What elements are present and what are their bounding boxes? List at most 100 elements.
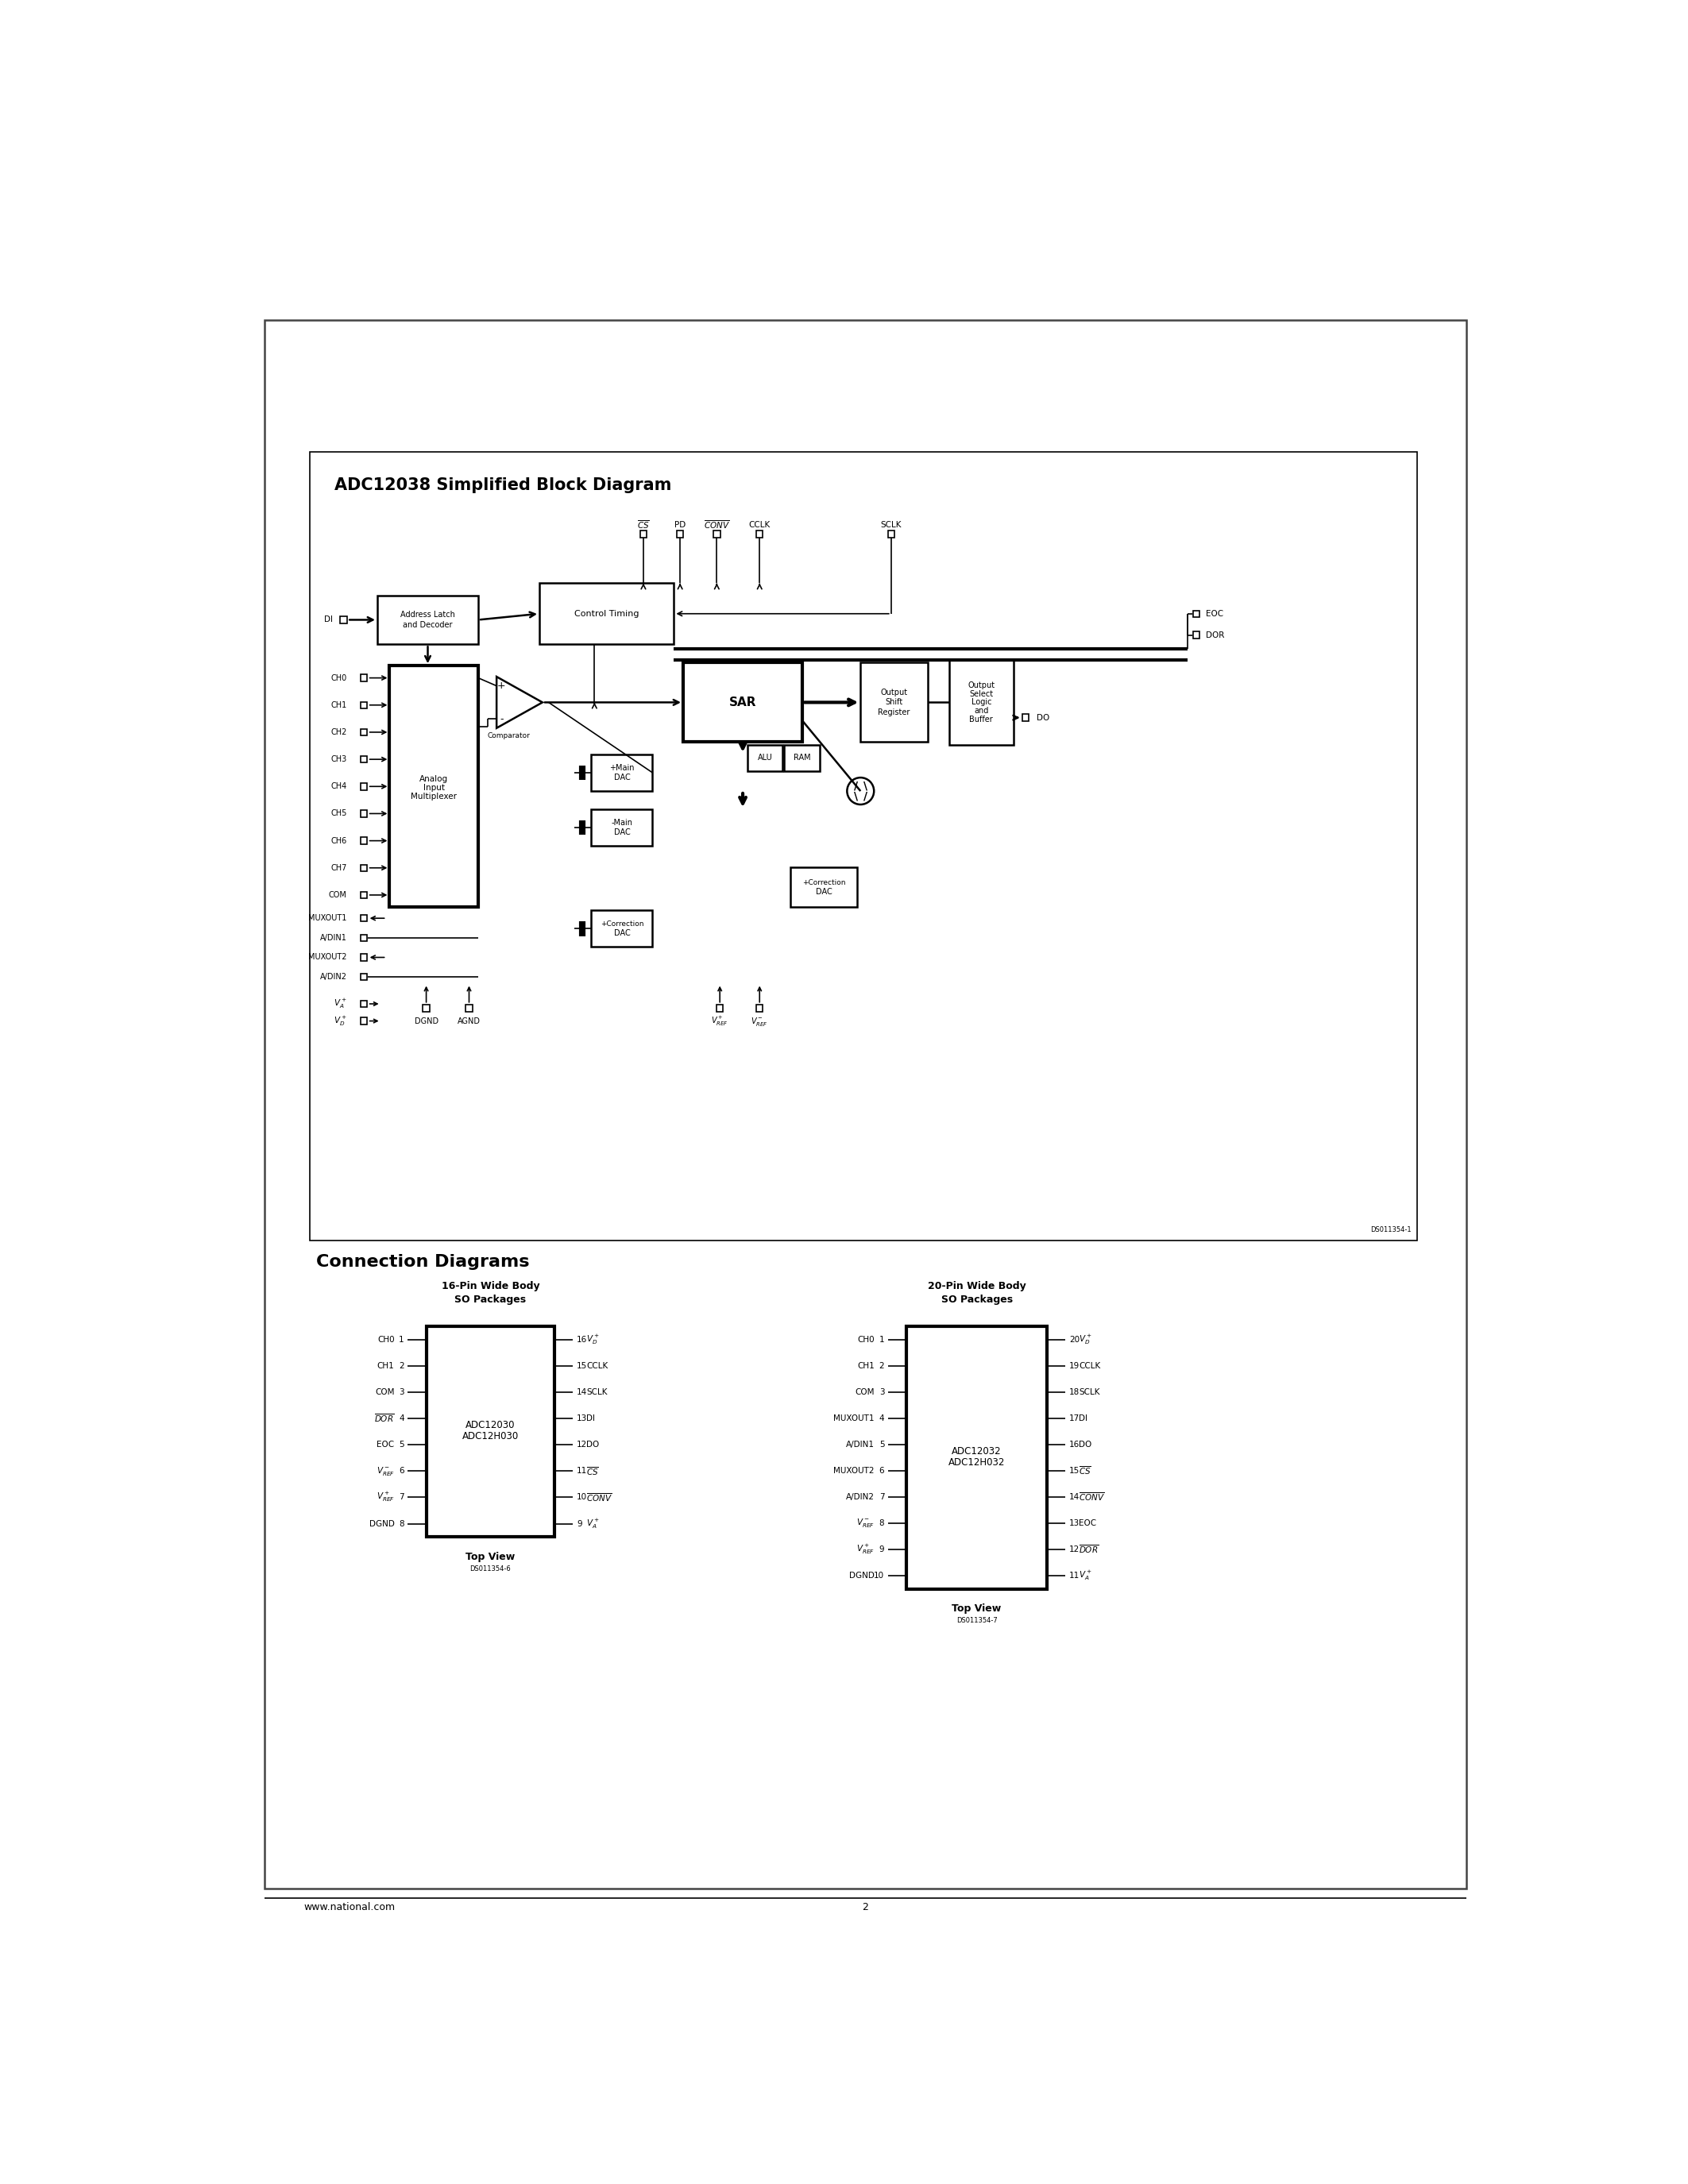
Text: CH5: CH5 bbox=[331, 810, 346, 817]
Text: MUXOUT2: MUXOUT2 bbox=[834, 1468, 874, 1474]
Text: $V_{REF}^-$: $V_{REF}^-$ bbox=[376, 1465, 395, 1476]
Text: Control Timing: Control Timing bbox=[574, 609, 640, 618]
Text: 2: 2 bbox=[863, 1902, 868, 1913]
Bar bbox=[783, 745, 820, 771]
Bar bbox=[427, 1326, 555, 1538]
Bar bbox=[640, 531, 647, 537]
Bar bbox=[684, 662, 802, 743]
Text: AGND: AGND bbox=[457, 1018, 481, 1026]
Bar bbox=[1023, 714, 1030, 721]
Text: +Main: +Main bbox=[609, 764, 635, 771]
Text: DGND: DGND bbox=[370, 1520, 395, 1527]
Text: CH7: CH7 bbox=[331, 865, 346, 871]
Text: COM: COM bbox=[375, 1389, 395, 1396]
Text: +Correction: +Correction bbox=[802, 878, 846, 887]
Text: CCLK: CCLK bbox=[586, 1363, 608, 1369]
Bar bbox=[591, 810, 653, 845]
Text: CH1: CH1 bbox=[858, 1363, 874, 1369]
Text: 16: 16 bbox=[1069, 1441, 1080, 1448]
Text: 17: 17 bbox=[1069, 1415, 1080, 1422]
Text: \: \ bbox=[863, 780, 868, 793]
Bar bbox=[906, 1326, 1047, 1590]
Text: 8: 8 bbox=[398, 1520, 403, 1527]
Bar bbox=[361, 1000, 368, 1007]
Text: Buffer: Buffer bbox=[969, 716, 993, 723]
Text: EOC: EOC bbox=[376, 1441, 395, 1448]
Text: 11: 11 bbox=[1069, 1572, 1080, 1579]
Text: $\overline{DOR}$: $\overline{DOR}$ bbox=[1079, 1544, 1099, 1555]
Text: $V_A^+$: $V_A^+$ bbox=[334, 998, 346, 1011]
Text: ALU: ALU bbox=[758, 753, 773, 762]
Text: DI: DI bbox=[586, 1415, 596, 1422]
Text: CH0: CH0 bbox=[331, 675, 346, 681]
Text: $V_{REF}^+$: $V_{REF}^+$ bbox=[711, 1016, 729, 1029]
Text: MUXOUT1: MUXOUT1 bbox=[309, 915, 346, 922]
Text: /: / bbox=[854, 780, 858, 793]
Text: DAC: DAC bbox=[614, 828, 630, 836]
Bar bbox=[361, 701, 368, 708]
Text: Comparator: Comparator bbox=[488, 732, 530, 740]
Text: RAM: RAM bbox=[793, 753, 810, 762]
Text: +Correction: +Correction bbox=[601, 919, 643, 928]
Bar bbox=[311, 452, 1418, 1241]
Text: $\overline{CONV}$: $\overline{CONV}$ bbox=[586, 1492, 613, 1503]
Text: CH0: CH0 bbox=[376, 1337, 395, 1343]
Text: 1: 1 bbox=[398, 1337, 403, 1343]
Text: DOR: DOR bbox=[1207, 631, 1225, 640]
Text: $V_{REF}^+$: $V_{REF}^+$ bbox=[856, 1544, 874, 1555]
Bar bbox=[540, 583, 674, 644]
Text: 1: 1 bbox=[879, 1337, 885, 1343]
Bar bbox=[424, 1005, 430, 1011]
Text: /: / bbox=[863, 791, 868, 802]
Text: 2: 2 bbox=[398, 1363, 403, 1369]
Text: $V_A^+$: $V_A^+$ bbox=[586, 1518, 599, 1531]
Text: -Main: -Main bbox=[611, 819, 633, 828]
Bar bbox=[361, 784, 368, 791]
Text: CH2: CH2 bbox=[331, 727, 346, 736]
Text: 14: 14 bbox=[1069, 1494, 1080, 1500]
Text: 7: 7 bbox=[879, 1494, 885, 1500]
Text: 13: 13 bbox=[577, 1415, 587, 1422]
Text: Analog: Analog bbox=[420, 775, 449, 784]
Bar bbox=[378, 596, 478, 644]
Text: Top View: Top View bbox=[952, 1603, 1001, 1614]
Text: 13: 13 bbox=[1069, 1520, 1080, 1527]
Text: CH1: CH1 bbox=[376, 1363, 395, 1369]
Text: COM: COM bbox=[329, 891, 346, 900]
Text: $\overline{CONV}$: $\overline{CONV}$ bbox=[704, 520, 729, 531]
Bar bbox=[361, 954, 368, 961]
Text: Shift: Shift bbox=[885, 699, 903, 705]
Text: 11: 11 bbox=[577, 1468, 587, 1474]
Text: 8: 8 bbox=[879, 1520, 885, 1527]
Text: Register: Register bbox=[878, 708, 910, 716]
Text: $V_{REF}^-$: $V_{REF}^-$ bbox=[751, 1016, 768, 1026]
Text: 12: 12 bbox=[1069, 1546, 1080, 1553]
Text: 9: 9 bbox=[577, 1520, 582, 1527]
Text: 15: 15 bbox=[577, 1363, 587, 1369]
Text: CH1: CH1 bbox=[331, 701, 346, 710]
Text: SCLK: SCLK bbox=[881, 522, 901, 529]
Text: 10: 10 bbox=[577, 1494, 587, 1500]
Text: 15: 15 bbox=[1069, 1468, 1080, 1474]
Bar bbox=[361, 935, 368, 941]
Bar bbox=[756, 1005, 763, 1011]
Text: SO Packages: SO Packages bbox=[454, 1295, 527, 1306]
Text: Output: Output bbox=[881, 688, 908, 697]
Text: $V_{REF}^-$: $V_{REF}^-$ bbox=[856, 1518, 874, 1529]
Text: SAR: SAR bbox=[729, 697, 756, 708]
Text: 9: 9 bbox=[879, 1546, 885, 1553]
Text: 6: 6 bbox=[398, 1468, 403, 1474]
Text: 7: 7 bbox=[398, 1494, 403, 1500]
Text: 16-Pin Wide Body: 16-Pin Wide Body bbox=[441, 1282, 540, 1291]
Text: \: \ bbox=[854, 791, 858, 802]
Text: and: and bbox=[974, 708, 989, 714]
Bar bbox=[361, 675, 368, 681]
Bar bbox=[756, 531, 763, 537]
Text: ADC12H030: ADC12H030 bbox=[463, 1431, 518, 1441]
Text: CCLK: CCLK bbox=[1079, 1363, 1101, 1369]
Text: DS011354-1: DS011354-1 bbox=[1371, 1225, 1411, 1234]
Text: ADC12032: ADC12032 bbox=[952, 1446, 1001, 1457]
Text: DAC: DAC bbox=[614, 773, 630, 782]
Text: Output: Output bbox=[967, 681, 994, 690]
Text: EOC: EOC bbox=[1079, 1520, 1097, 1527]
